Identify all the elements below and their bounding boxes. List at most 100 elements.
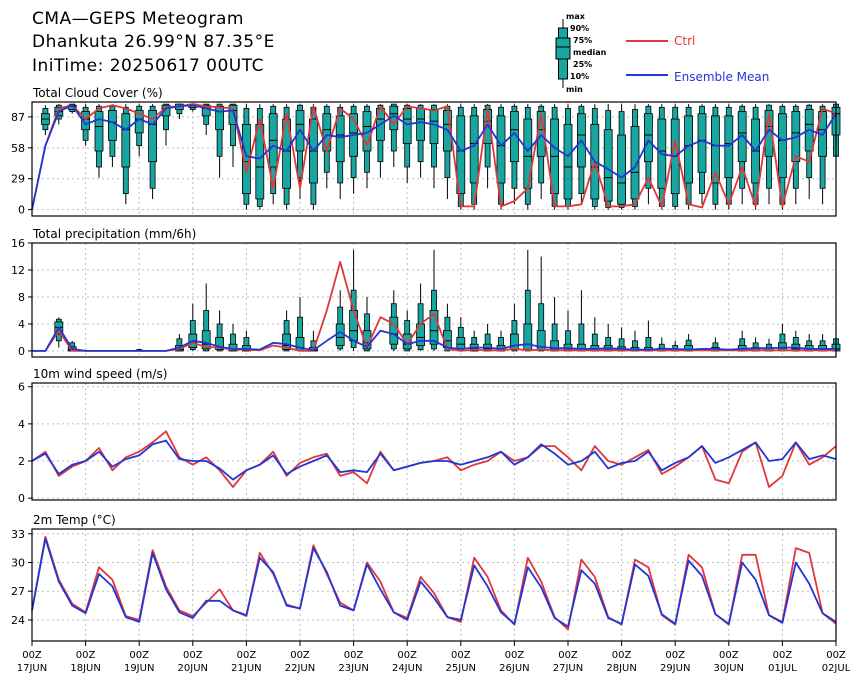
x-tick-hour: 00Z [558, 650, 578, 661]
precipitation-box-inner [523, 323, 533, 350]
precipitation-box [456, 317, 466, 352]
cloud-cover-ytick-label: 87 [11, 111, 25, 124]
legend-p90-label: 90% [570, 24, 589, 33]
precipitation-box [603, 323, 613, 352]
temperature-title: 2m Temp (°C) [33, 513, 116, 527]
x-tick-date: 24JUN [392, 663, 422, 674]
precipitation-box-inner [389, 316, 399, 345]
cloud-cover-box [456, 104, 466, 210]
cloud-cover-box-inner [402, 107, 412, 144]
x-tick-hour: 00Z [183, 650, 203, 661]
cloud-cover-mean-line [31, 104, 837, 210]
legend-min-label: min [566, 85, 583, 94]
cloud-cover-box-inner [778, 113, 787, 179]
cloud-cover-box [402, 104, 412, 183]
precipitation-box [644, 320, 653, 352]
legend-max-label: max [566, 12, 586, 21]
precipitation-box [764, 338, 774, 352]
temperature-frame [31, 528, 837, 642]
cloud-cover-box [724, 104, 734, 210]
precipitation-box-inner [215, 337, 225, 350]
legend-ctrl-label: Ctrl [674, 34, 695, 48]
cloud-cover-box-inner [469, 115, 479, 184]
chart-title: CMA—GEPS Meteogram [32, 9, 244, 29]
x-tick-hour: 00Z [344, 650, 364, 661]
legend-mean-label: Ensemble Mean [674, 70, 769, 84]
cloud-cover-box [711, 104, 720, 210]
precipitation-box [550, 296, 559, 352]
cloud-cover-box-inner [81, 111, 90, 131]
x-tick-hour: 00Z [505, 650, 525, 661]
legend-p10-label: 10% [570, 72, 589, 81]
precipitation-box [577, 290, 586, 352]
temperature-ytick-label: 24 [11, 614, 25, 627]
cloud-cover-box-inner [335, 115, 345, 163]
wind-speed-frame [31, 382, 837, 501]
precipitation-title: Total precipitation (mm/6h) [32, 227, 196, 241]
precipitation-mean-line [32, 326, 836, 352]
x-tick-hour: 00Z [773, 650, 793, 661]
wind-speed-ytick-label: 4 [18, 418, 25, 431]
x-tick-date: 02JUL [822, 663, 851, 674]
precipitation-ytick-label: 0 [18, 345, 25, 358]
precipitation-box-outer [538, 303, 545, 352]
precipitation-box [389, 290, 399, 351]
cloud-cover-frame [31, 101, 837, 217]
wind-speed-ytick-label: 0 [18, 492, 25, 505]
cloud-cover-box [335, 104, 345, 199]
cloud-cover-box [791, 104, 801, 205]
precipitation-box [429, 249, 439, 351]
cloud-cover-box-inner [416, 107, 426, 141]
x-tick-date: 28JUN [606, 663, 636, 674]
x-tick-date: 18JUN [70, 663, 100, 674]
cloud-cover-box [161, 103, 171, 146]
precipitation-box [509, 303, 519, 352]
cloud-cover-title: Total Cloud Cover (%) [32, 86, 163, 100]
precipitation-box [295, 296, 305, 352]
precipitation-box-inner [778, 342, 787, 351]
x-tick-hour: 00Z [826, 650, 846, 661]
temperature-ytick-label: 33 [11, 528, 25, 541]
cloud-cover-box [737, 104, 747, 205]
cloud-cover-ctrl-line [31, 103, 837, 210]
x-tick-date: 17JUN [17, 663, 47, 674]
precipitation-box [523, 249, 533, 352]
cloud-cover-box-inner [617, 134, 626, 205]
x-tick-hour: 00Z [129, 650, 149, 661]
cloud-cover-box-inner [429, 109, 439, 144]
cloud-cover-box-inner [456, 115, 466, 195]
cloud-cover-box-outer [163, 103, 169, 131]
precipitation-ytick-label: 8 [18, 291, 25, 304]
cloud-cover-box-inner [322, 113, 332, 152]
x-tick-hour: 00Z [719, 650, 739, 661]
cloud-cover-box [429, 104, 439, 189]
temperature-ytick-label: 27 [11, 585, 25, 598]
precipitation-box [241, 330, 251, 352]
cloud-cover-box-inner [108, 110, 117, 141]
precipitation-box-inner [282, 333, 292, 350]
cloud-cover-box [469, 104, 479, 210]
precipitation-ytick-label: 4 [18, 318, 25, 331]
x-tick-date: 01JUL [768, 663, 797, 674]
cloud-cover-box [577, 104, 586, 205]
precipitation-box [590, 317, 600, 352]
cloud-cover-box-inner [684, 115, 693, 184]
precipitation-box-inner [429, 310, 439, 345]
precipitation-box-inner [509, 333, 519, 350]
cloud-cover-box [483, 104, 493, 189]
precipitation-box [617, 327, 626, 352]
cloud-cover-box [630, 104, 640, 210]
x-tick-hour: 00Z [397, 650, 417, 661]
temperature-panel: 2m Temp (°C) 24 27 30 33 [11, 513, 837, 642]
cloud-cover-box [563, 104, 573, 210]
x-tick-date: 20JUN [178, 663, 208, 674]
wind-speed-mean-line [31, 439, 837, 481]
cloud-cover-box-inner [724, 115, 734, 179]
cloud-cover-box [268, 104, 278, 205]
wind-speed-ctrl-line [31, 430, 837, 488]
cloud-cover-box-inner [228, 104, 238, 125]
precipitation-ytick-label: 16 [11, 237, 25, 250]
cloud-cover-box-inner [201, 104, 211, 117]
legend: max 90% 75% median 25% 10% min Ctrl Ense… [555, 12, 769, 94]
wind-speed-ytick-label: 2 [18, 455, 25, 468]
